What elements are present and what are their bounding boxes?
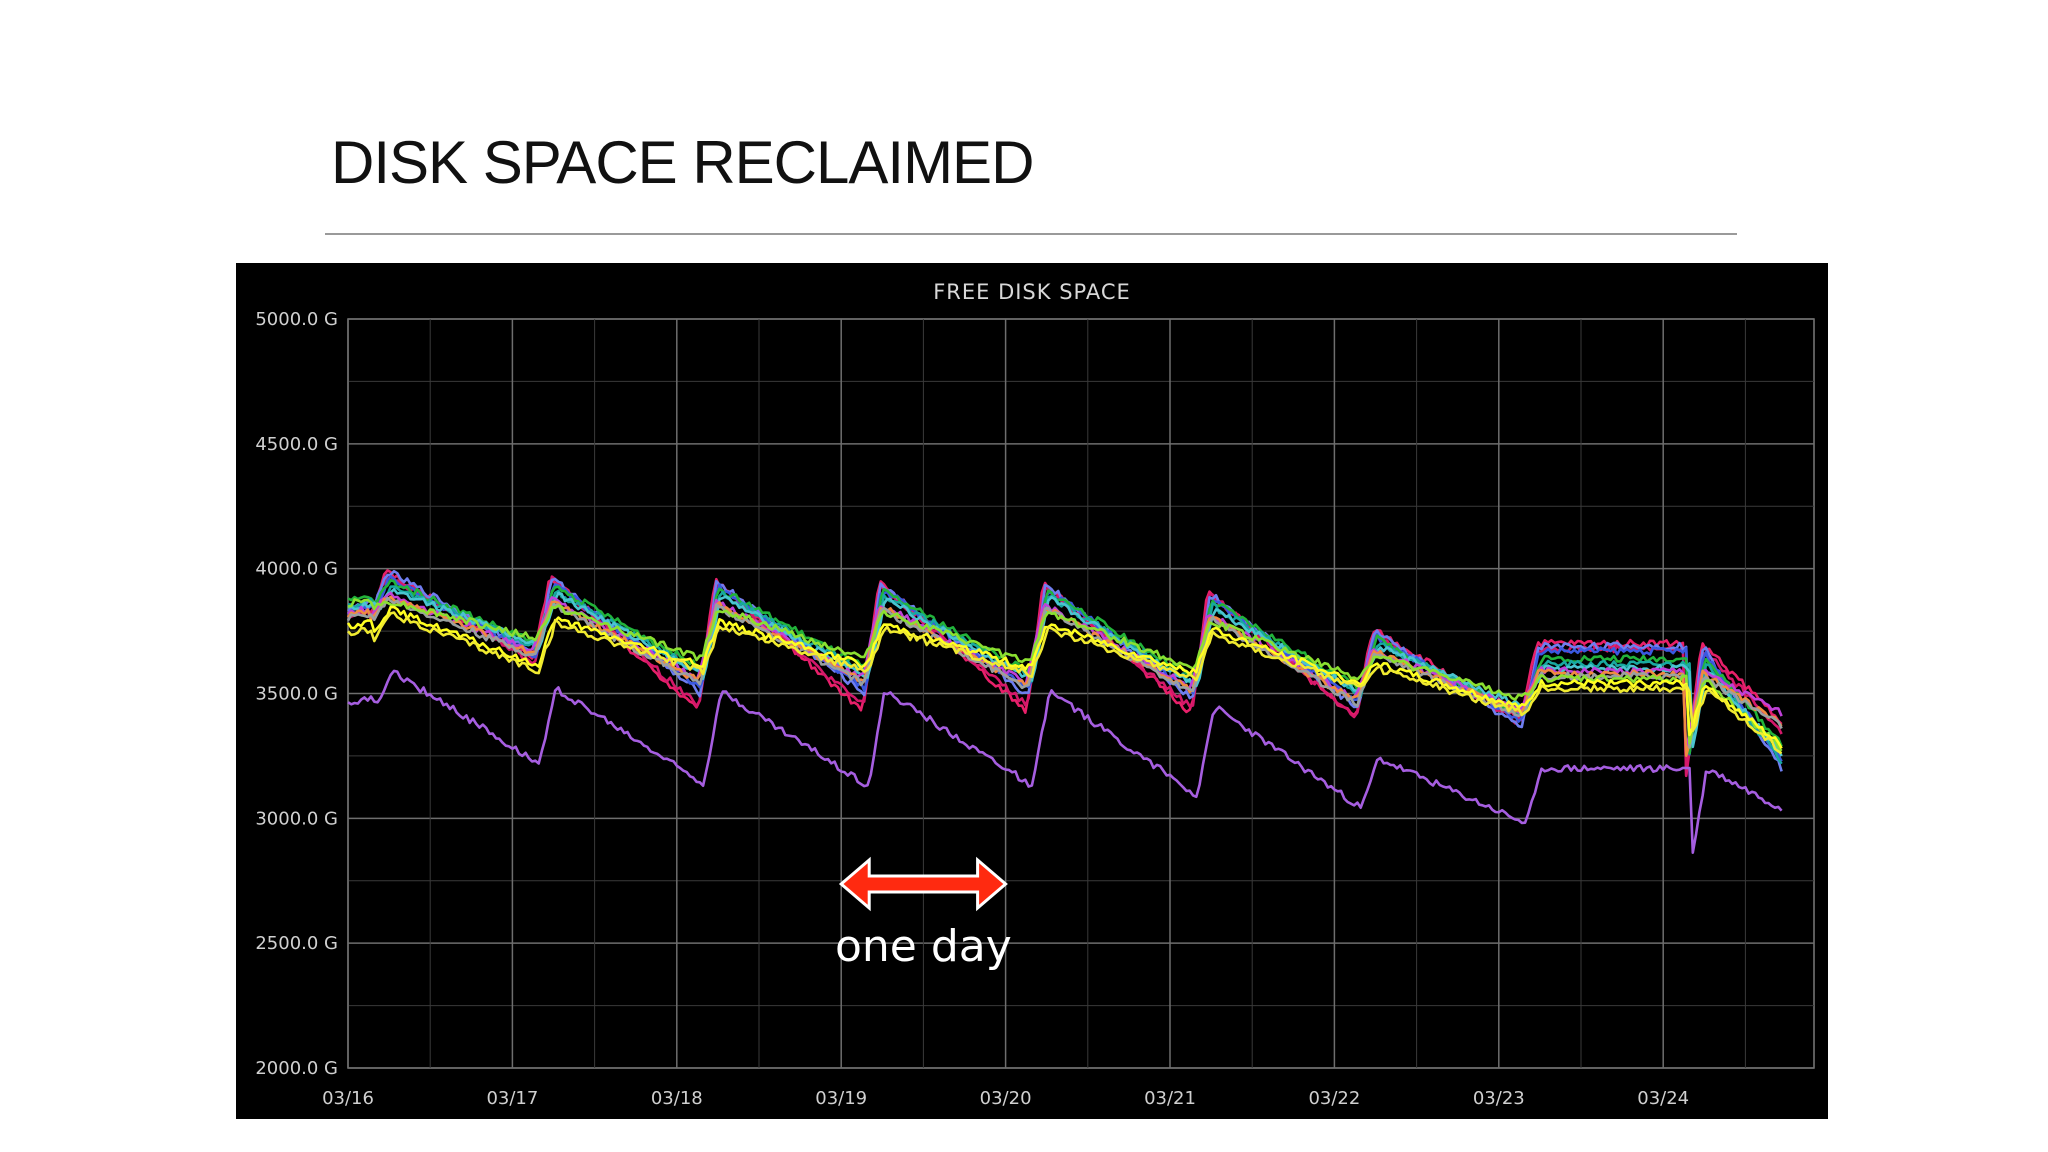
one-day-annotation: one day — [835, 856, 1012, 972]
x-tick-label: 03/19 — [815, 1088, 867, 1109]
y-tick-label: 4000.0 G — [255, 559, 338, 580]
series-line — [346, 605, 1783, 750]
y-tick-label: 4500.0 G — [255, 434, 338, 455]
y-tick-label: 5000.0 G — [255, 309, 338, 330]
y-tick-label: 3000.0 G — [255, 808, 338, 829]
x-tick-label: 03/24 — [1637, 1088, 1689, 1109]
free-disk-space-chart: 5000.0 G 4500.0 G 4000.0 G 3500.0 G 3000.0 G… — [255, 280, 1815, 1109]
double-arrow-icon — [838, 856, 1008, 912]
chart-panel: 5000.0 G 4500.0 G 4000.0 G 3500.0 G 3000.0 G… — [236, 263, 1828, 1119]
chart-title: FREE DISK SPACE — [933, 280, 1131, 304]
x-tick-label: 03/20 — [980, 1088, 1032, 1109]
x-tick-label: 03/21 — [1144, 1088, 1196, 1109]
title-divider — [325, 233, 1737, 235]
one-day-label: one day — [835, 921, 1012, 972]
y-tick-label: 3500.0 G — [255, 684, 338, 705]
series-layer — [346, 569, 1783, 855]
series-line — [347, 669, 1783, 855]
x-tick-label: 03/23 — [1473, 1088, 1525, 1109]
x-tick-label: 03/16 — [322, 1088, 374, 1109]
y-tick-label: 2000.0 G — [255, 1058, 338, 1079]
series-line — [347, 578, 1783, 755]
x-tick-label: 03/17 — [486, 1088, 538, 1109]
y-tick-label: 2500.0 G — [255, 933, 338, 954]
x-tick-label: 03/22 — [1308, 1088, 1360, 1109]
series-line — [347, 611, 1783, 755]
x-tick-label: 03/18 — [651, 1088, 703, 1109]
grid-layer — [347, 318, 1815, 1069]
slide-title: DISK SPACE RECLAIMED — [331, 129, 1034, 196]
series-line — [347, 598, 1783, 752]
axis-layer: 5000.0 G 4500.0 G 4000.0 G 3500.0 G 3000.0 G… — [255, 309, 1689, 1109]
